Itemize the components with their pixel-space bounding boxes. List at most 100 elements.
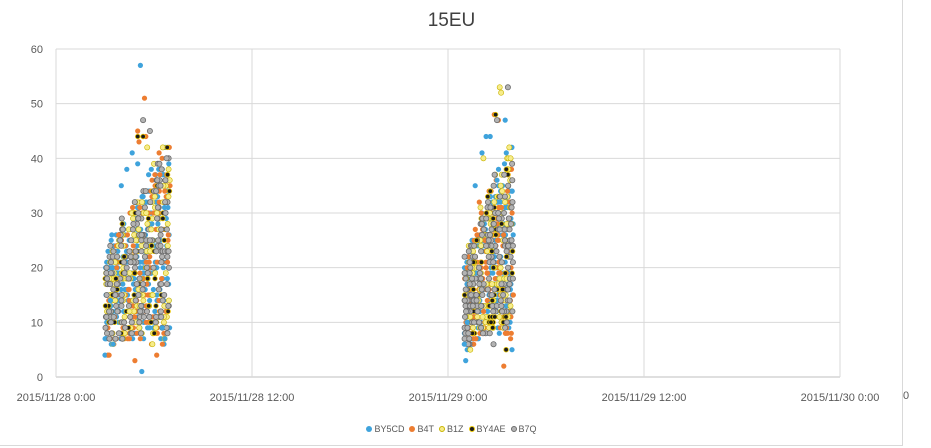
data-point [138,302,145,309]
data-point [486,330,493,337]
data-point [165,248,172,255]
data-point [485,308,491,314]
data-point [474,313,481,320]
legend-item: B4T [409,424,434,434]
data-point [102,352,108,358]
data-point [498,302,505,309]
data-point [490,308,497,315]
data-point [141,253,148,260]
data-point [154,292,160,298]
data-point [138,237,145,244]
data-point [508,336,514,342]
data-point [108,319,115,326]
legend-marker-icon [409,426,416,432]
x-tick-label: 2015/11/28 12:00 [210,392,295,404]
data-point [167,183,173,189]
data-point [479,150,485,156]
data-point [130,215,136,222]
data-point [483,210,490,216]
data-point [122,324,129,331]
data-point [129,226,136,233]
data-point [498,204,504,211]
data-point [130,220,137,227]
data-point [503,303,509,309]
data-point [129,150,135,156]
data-point [128,330,135,337]
data-point [492,111,499,118]
data-point [107,281,114,288]
data-point [509,199,516,206]
data-point [493,248,500,255]
y-tick-label: 0 [37,372,43,384]
data-point [461,292,468,298]
data-point [490,259,497,266]
legend-label: BY4AE [476,424,506,434]
data-point [160,215,166,222]
data-point [113,275,119,282]
legend-item: BY5CD [366,424,404,434]
data-point [133,281,140,288]
data-point [487,133,493,140]
data-point [135,161,141,167]
data-point [501,161,508,167]
data-point [493,232,499,238]
legend-label: B7Q [518,424,537,434]
data-point [159,276,165,282]
data-point [130,204,136,211]
data-point [484,286,491,293]
data-point [114,308,121,315]
data-point [159,325,165,331]
data-point [148,226,155,233]
data-point [491,286,498,293]
data-point [509,347,515,353]
legend-label: B4T [417,424,434,434]
data-point [109,265,115,271]
legend: BY5CD B4T B1Z BY4AE B7Q [0,424,903,434]
data-point [509,259,516,266]
data-point [470,319,477,326]
data-point [162,336,168,342]
data-point [157,182,164,189]
data-point [502,199,508,205]
data-point [145,303,152,309]
data-point [137,270,143,276]
data-point [505,330,511,336]
legend-marker-icon [510,426,517,432]
data-point [479,313,486,320]
data-point [509,275,516,282]
data-point [155,237,162,244]
data-point [106,308,113,315]
data-point [135,209,142,216]
data-point [461,297,468,304]
data-point [496,313,503,320]
data-point [121,313,128,320]
data-point [472,183,478,189]
data-point [165,264,172,271]
data-point [158,313,165,320]
legend-item: B7Q [510,424,537,434]
data-point [484,297,490,304]
data-point [474,308,481,315]
data-point [150,286,156,293]
data-point [496,253,503,260]
data-point [162,270,169,276]
data-point [103,313,110,320]
data-point [470,286,477,293]
data-point [126,336,133,342]
data-point [118,242,125,249]
data-point [152,308,158,314]
data-point [164,220,171,227]
data-point [143,199,149,205]
data-point [476,319,483,326]
data-point [462,275,469,282]
data-point [146,313,153,320]
data-point [494,177,500,183]
data-point [154,215,161,222]
data-point [483,242,490,249]
data-point [471,341,477,347]
data-point [494,237,501,243]
data-point [134,330,140,336]
data-point [478,248,485,255]
data-point [476,270,483,277]
data-point [484,248,491,255]
